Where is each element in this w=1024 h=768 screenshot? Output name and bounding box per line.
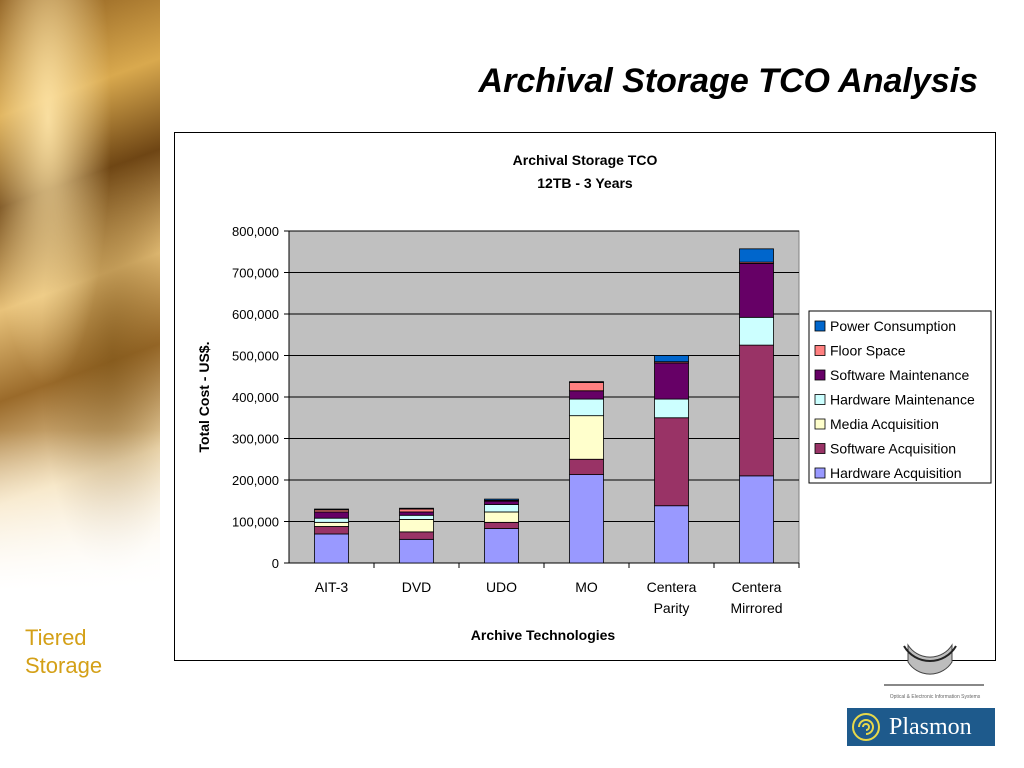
bar-segment [569, 415, 604, 460]
bar-segment [399, 507, 434, 510]
bar-segment [739, 344, 774, 477]
plasmon-swirl-icon [852, 713, 880, 741]
legend-label: Media Acquisition [830, 416, 939, 432]
bar-segment [654, 398, 689, 419]
y-tick-label: 500,000 [232, 349, 279, 364]
optec-subtitle: Optical & Electronic Information Systems [889, 694, 981, 700]
bar-segment [569, 474, 604, 564]
x-tick-label: Parity [654, 600, 690, 616]
chart-title: Archival Storage TCO [513, 152, 658, 168]
bar-segment [484, 498, 519, 501]
bar-segment [484, 528, 519, 564]
bar-segment [739, 262, 774, 318]
bar-segment [569, 382, 604, 392]
bar-segment [484, 500, 519, 505]
bar-segment [314, 517, 349, 523]
bar-segment [399, 514, 434, 520]
chart-frame: Archival Storage TCO 12TB - 3 Years 0 100,0… [174, 132, 996, 661]
bar-segment [654, 505, 689, 564]
bar-segment [314, 526, 349, 535]
legend-swatch [814, 394, 826, 405]
slide-title: Archival Storage TCO Analysis [478, 62, 978, 100]
bar-segment [484, 521, 519, 529]
bar-segment [739, 248, 774, 263]
plasmon-logo: Plasmon [847, 708, 995, 746]
y-tick-label: 0 [272, 556, 279, 571]
bar-segment [569, 381, 604, 383]
y-tick-label: 300,000 [232, 432, 279, 447]
legend-label: Hardware Maintenance [830, 392, 975, 408]
bar-segment [399, 519, 434, 533]
tco-chart: Archival Storage TCO 12TB - 3 Years 0 100,0… [196, 152, 992, 643]
x-tick-label: AIT-3 [315, 579, 349, 595]
legend-swatch [814, 320, 826, 332]
bar-segment [399, 508, 434, 513]
optec-seal-logo [903, 643, 957, 675]
y-tick-label: 700,000 [232, 266, 279, 281]
legend-label: Hardware Acquisition [830, 465, 962, 481]
y-axis-label: Total Cost - US$. [196, 342, 212, 453]
bar-segment [654, 362, 689, 400]
y-tick-label: 800,000 [232, 224, 279, 239]
x-tick-label: Centera [732, 579, 782, 595]
bar-segment [569, 390, 604, 400]
x-tick-label: MO [575, 579, 598, 595]
bar-segment [654, 355, 689, 363]
bar-segment [484, 504, 519, 513]
optec-arabic-text [884, 684, 984, 686]
x-tick-label: DVD [402, 579, 432, 595]
bar-segment [399, 511, 434, 516]
legend-label: Software Maintenance [830, 367, 970, 383]
y-tick-label: 600,000 [232, 307, 279, 322]
legend-label: Floor Space [830, 343, 906, 359]
legend-swatch [814, 345, 826, 356]
bar-segment [399, 531, 434, 540]
legend-label: Software Acquisition [830, 441, 956, 457]
bar-segment [314, 508, 349, 511]
bar-segment [569, 398, 604, 417]
legend-swatch [814, 467, 826, 479]
chart-subtitle: 12TB - 3 Years [537, 175, 633, 191]
bar-segment [484, 511, 519, 523]
y-tick-label: 200,000 [232, 473, 279, 488]
bar-segment [314, 511, 349, 519]
x-tick-label: UDO [486, 579, 517, 595]
x-tick-label: Centera [647, 579, 697, 595]
side-photo-fade [0, 430, 160, 590]
section-label: Tiered Storage [25, 625, 103, 678]
y-tick-label: 400,000 [232, 390, 279, 405]
bar-segment [654, 417, 689, 507]
bar-segment [739, 475, 774, 564]
legend-swatch [814, 418, 826, 430]
bar-segment [569, 458, 604, 476]
bar-segment [399, 538, 434, 564]
x-axis-label: Archive Technologies [471, 627, 616, 643]
legend-swatch [814, 369, 826, 381]
legend-box [808, 310, 992, 484]
bar-segment [314, 533, 349, 564]
legend-swatch [814, 443, 826, 454]
plasmon-wordmark: Plasmon [889, 713, 972, 740]
legend-label: Power Consumption [830, 318, 956, 334]
y-tick-label: 100,000 [232, 515, 279, 530]
bar-segment [739, 316, 774, 346]
bar-segment [314, 521, 349, 527]
x-tick-label: Mirrored [730, 600, 782, 616]
